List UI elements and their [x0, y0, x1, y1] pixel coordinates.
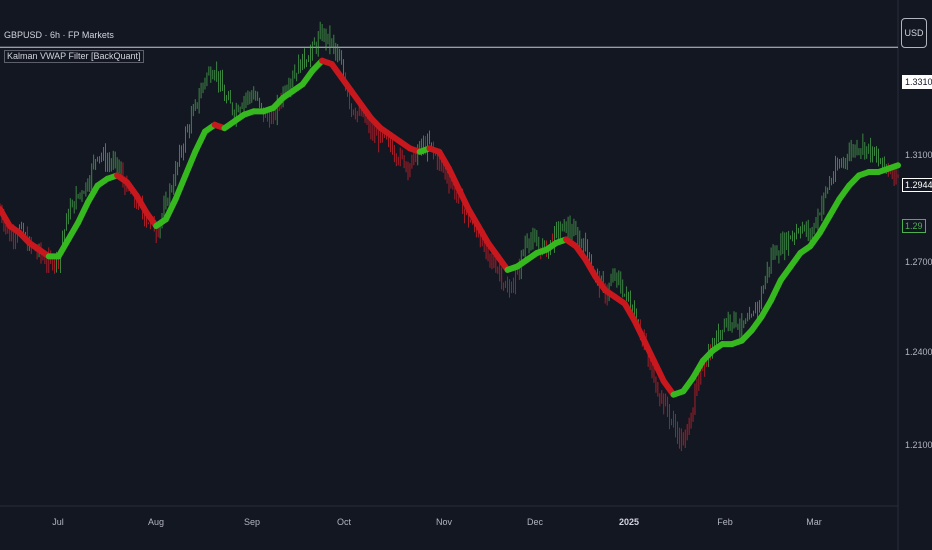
kalman-filter-segment	[631, 317, 648, 344]
kalman-filter-segment	[0, 206, 13, 230]
kalman-filter-segment	[582, 256, 599, 280]
kalman-filter-segment	[446, 165, 462, 192]
kalman-filter-segment	[641, 337, 657, 364]
x-tick-label: Jul	[52, 517, 64, 527]
kalman-filter-segment	[768, 276, 784, 304]
x-tick-label: Feb	[717, 517, 733, 527]
filter-price-tag: 1.29	[902, 219, 926, 233]
kalman-filter-segment	[455, 185, 472, 213]
kalman-filter-segment	[192, 128, 208, 155]
indicator-label[interactable]: Kalman VWAP Filter [BackQuant]	[4, 50, 144, 63]
x-tick-label: 2025	[618, 517, 640, 527]
kalman-filter-segment	[436, 148, 452, 172]
kalman-filter-segment	[650, 357, 667, 385]
x-tick-label: Nov	[435, 517, 453, 527]
x-tick-label: Dec	[526, 517, 544, 527]
x-tick-label: Sep	[243, 517, 261, 527]
kalman-filter-segment	[690, 357, 706, 381]
currency-button[interactable]: USD	[901, 18, 927, 48]
kalman-filter-segment	[55, 236, 72, 260]
kalman-filter-segment	[465, 206, 482, 230]
kalman-filter-segment	[133, 192, 150, 216]
y-tick-label: 1.31000	[905, 150, 932, 160]
kalman-filter-segment	[75, 199, 91, 226]
x-tick-label: Mar	[806, 517, 822, 527]
kalman-filter-segment	[65, 219, 82, 243]
kalman-filter-segment	[758, 297, 775, 321]
current-price-tag: 1.29442	[902, 178, 932, 192]
symbol-title: GBPUSD · 6h · FP Markets	[4, 30, 114, 40]
kalman-filter-segment	[84, 182, 101, 206]
kalman-filter-segment	[182, 148, 199, 179]
kalman-filter-segment	[621, 300, 638, 324]
kalman-filter-segment	[885, 162, 901, 172]
kalman-filter-segment	[816, 212, 833, 236]
kalman-filter-segment	[826, 196, 843, 219]
x-tick-label: Oct	[336, 517, 352, 527]
y-tick-label: 1.27000	[905, 257, 932, 267]
y-tick-label: 1.24000	[905, 347, 932, 357]
kalman-filter-segment	[162, 196, 179, 223]
kalman-filter-segment	[172, 172, 189, 203]
x-tick-label: Aug	[147, 517, 165, 527]
y-tick-label: 1.21000	[905, 440, 932, 450]
kalman-filter-segment	[475, 223, 492, 246]
